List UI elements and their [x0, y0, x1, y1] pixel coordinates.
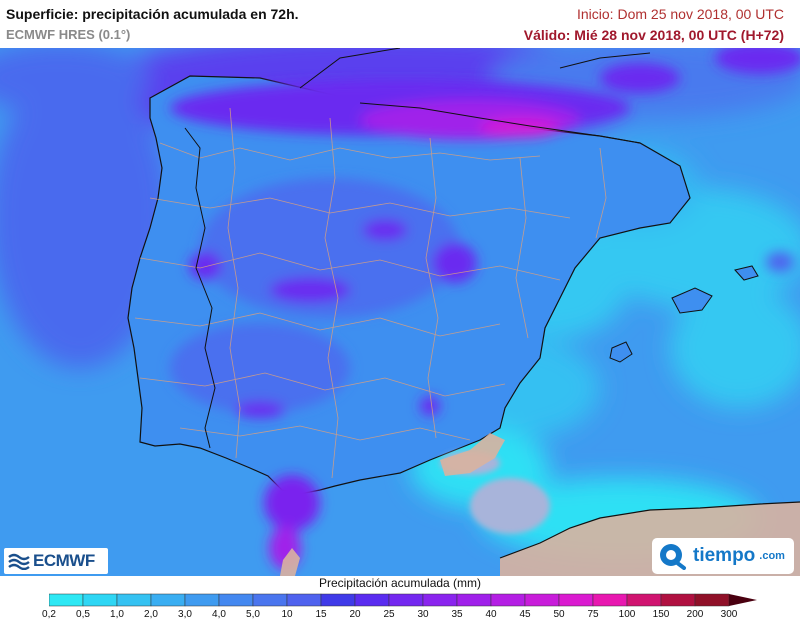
legend-swatch [150, 593, 186, 607]
legend-swatch [490, 593, 526, 607]
legend-label: 200 [686, 609, 704, 620]
ecmwf-logo: ECMWF [4, 548, 108, 574]
tiempo-logo: tiempo .com [652, 538, 794, 574]
legend-label: 2,0 [144, 609, 158, 620]
legend-swatch [388, 593, 424, 607]
legend-swatch [592, 593, 628, 607]
legend-label: 3,0 [178, 609, 192, 620]
legend-label: 75 [587, 609, 599, 620]
legend-extension-arrow [729, 594, 757, 606]
legend-swatch [82, 593, 118, 607]
legend-swatch [286, 593, 322, 607]
tiempo-logo-suffix: .com [759, 550, 785, 562]
precipitation-map [0, 48, 800, 576]
legend-swatch [320, 593, 356, 607]
legend-label: 10 [281, 609, 293, 620]
legend-label: 1,0 [110, 609, 124, 620]
legend-swatch [694, 593, 730, 607]
legend-swatch [116, 593, 152, 607]
ecmwf-logo-text: ECMWF [33, 551, 95, 570]
valid-time: Válido: Mié 28 nov 2018, 00 UTC (H+72) [523, 27, 784, 43]
country-borders [184, 48, 651, 449]
legend-label: 5,0 [246, 609, 260, 620]
heavy-rain-areas [170, 48, 800, 570]
init-time: Inicio: Dom 25 nov 2018, 00 UTC [577, 6, 784, 22]
header: Superficie: precipitación acumulada en 7… [0, 0, 800, 48]
legend-label: 30 [417, 609, 429, 620]
legend-labels: 0,2 0,5 1,0 2,0 3,0 4,0 5,0 10 15 20 25 30 35 40 45 50 7… [0, 609, 800, 623]
model-subtitle: ECMWF HRES (0.1°) [6, 27, 131, 42]
legend-swatch [558, 593, 594, 607]
legend-label: 0,5 [76, 609, 90, 620]
legend-label: 20 [349, 609, 361, 620]
legend-label: 40 [485, 609, 497, 620]
legend-label: 4,0 [212, 609, 226, 620]
legend-label: 50 [553, 609, 565, 620]
tiempo-cloud-icon [660, 544, 686, 570]
legend-label: 300 [720, 609, 738, 620]
province-borders [134, 107, 607, 479]
legend-swatch [184, 593, 220, 607]
legend-label: 0,2 [42, 609, 56, 620]
legend-label: 35 [451, 609, 463, 620]
legend-swatch [422, 593, 458, 607]
legend-swatch [626, 593, 662, 607]
legend-label: 45 [519, 609, 531, 620]
legend-swatch [252, 593, 288, 607]
legend-swatch [660, 593, 696, 607]
legend-title: Precipitación acumulada (mm) [318, 576, 482, 590]
legend-swatch [524, 593, 560, 607]
balearic-islands [609, 265, 759, 363]
ecmwf-wave-icon [8, 553, 30, 570]
page-title: Superficie: precipitación acumulada en 7… [6, 6, 299, 22]
map-canvas [0, 48, 800, 576]
legend-swatch [354, 593, 390, 607]
legend-label: 25 [383, 609, 395, 620]
legend-label: 15 [315, 609, 327, 620]
legend-label: 150 [652, 609, 670, 620]
tiempo-logo-text: tiempo [693, 545, 756, 566]
legend-swatch [456, 593, 492, 607]
legend-swatch [218, 593, 254, 607]
legend-label: 100 [618, 609, 636, 620]
africa-coastline [499, 501, 800, 559]
legend-swatch [49, 593, 84, 607]
legend-colorbar [49, 593, 757, 607]
